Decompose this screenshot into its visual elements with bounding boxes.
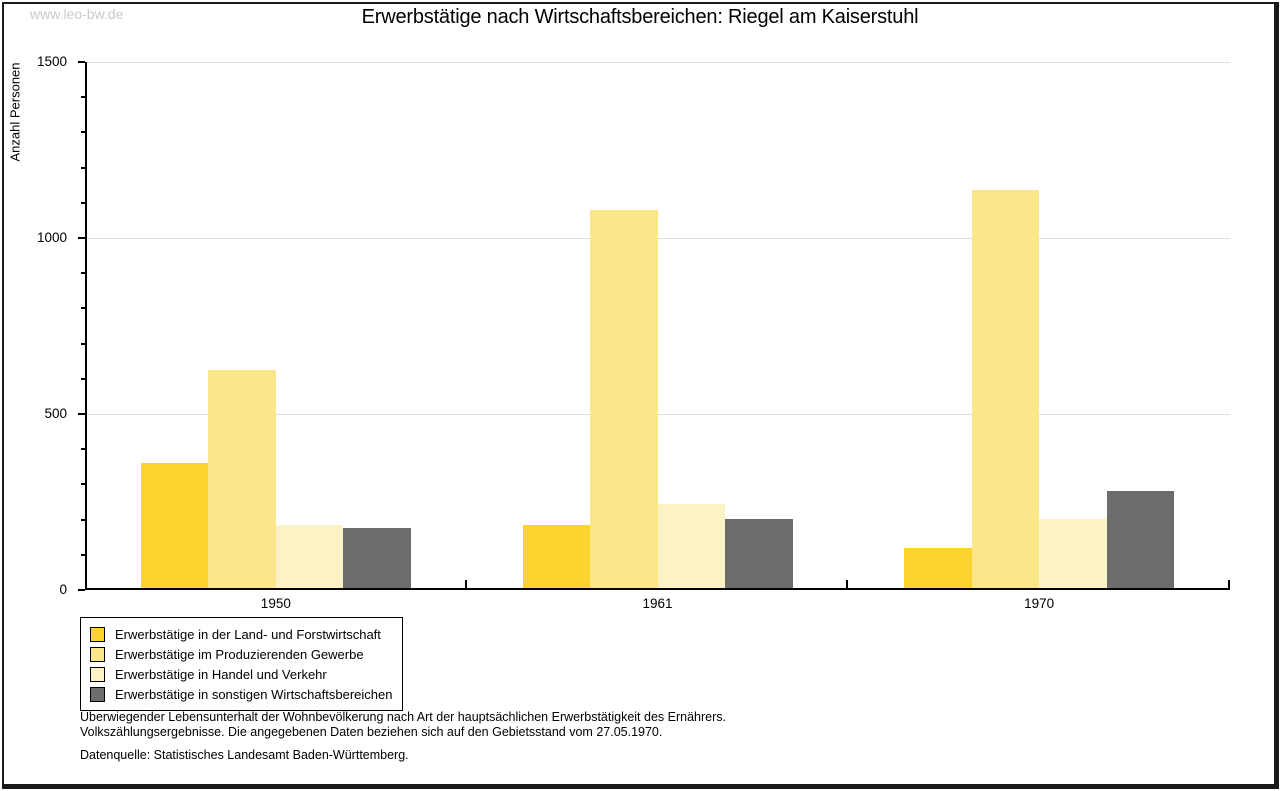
- x-boundary-tick-1: [464, 580, 467, 588]
- legend-swatch-2: [90, 646, 105, 662]
- plot-area: [78, 61, 1230, 591]
- legend-swatch-1: [90, 626, 105, 642]
- bar-1961-series-4: [725, 519, 793, 588]
- legend-item-4: Erwerbstätige in sonstigen Wirtschaftsbe…: [90, 684, 392, 704]
- legend: Erwerbstätige in der Land- und Forstwirt…: [80, 617, 404, 711]
- y-minor-tick-1200: [81, 166, 85, 169]
- x-category-label-1961: 1961: [642, 596, 673, 611]
- y-minor-tick-100: [81, 553, 85, 556]
- y-minor-tick-1100: [81, 201, 85, 204]
- y-major-tick-1500: [78, 61, 85, 63]
- legend-item-1: Erwerbstätige in der Land- und Forstwirt…: [90, 624, 392, 644]
- bar-1950-series-1: [140, 463, 209, 588]
- y-minor-tick-900: [81, 272, 85, 275]
- y-minor-tick-800: [81, 307, 85, 310]
- x-boundary-tick-2: [846, 580, 849, 588]
- legend-item-3: Erwerbstätige in Handel und Verkehr: [90, 664, 392, 684]
- legend-item-2: Erwerbstätige im Produzierenden Gewerbe: [90, 644, 392, 664]
- y-tick-label-1000: 1000: [36, 230, 67, 245]
- legend-label-3: Erwerbstätige in Handel und Verkehr: [115, 666, 327, 682]
- footnote-line-1: Überwiegender Lebensunterhalt der Wohnbe…: [80, 710, 726, 724]
- y-major-tick-500: [78, 413, 85, 415]
- y-minor-tick-400: [81, 448, 85, 451]
- legend-swatch-4: [90, 686, 105, 702]
- y-minor-tick-600: [81, 377, 85, 380]
- bar-1970-series-4: [1106, 491, 1175, 588]
- bar-1961-series-3: [657, 503, 725, 588]
- footnote-source: Datenquelle: Statistisches Landesamt Bad…: [80, 748, 409, 762]
- x-category-label-1950: 1950: [260, 596, 291, 611]
- y-minor-tick-1400: [81, 96, 85, 99]
- y-minor-tick-1300: [81, 131, 85, 134]
- legend-label-4: Erwerbstätige in sonstigen Wirtschaftsbe…: [115, 686, 393, 702]
- x-boundary-tick-3: [1228, 580, 1230, 588]
- legend-swatch-3: [90, 666, 105, 682]
- y-major-tick-0: [78, 589, 85, 591]
- bar-1970-series-3: [1039, 519, 1107, 588]
- x-axis-line: [85, 588, 1230, 590]
- chart-title: Erwerbstätige nach Wirtschaftsbereichen:…: [361, 6, 919, 28]
- y-tick-labels: 0 500 1000 1500: [0, 55, 76, 597]
- watermark: www.leo-bw.de: [30, 6, 124, 22]
- y-tick-label-1500: 1500: [36, 54, 67, 69]
- gridline-1500: [85, 62, 1230, 63]
- y-axis-line: [85, 62, 87, 590]
- y-major-tick-1000: [78, 237, 85, 239]
- y-minor-tick-700: [81, 342, 85, 345]
- bar-1950-series-2: [208, 369, 276, 588]
- y-tick-label-0: 0: [59, 582, 67, 597]
- bar-1970-series-1: [904, 547, 972, 588]
- y-minor-tick-300: [81, 483, 85, 486]
- gridline-1000: [85, 238, 1230, 239]
- bar-1950-series-4: [343, 528, 411, 588]
- legend-label-2: Erwerbstätige im Produzierenden Gewerbe: [115, 646, 364, 662]
- legend-label-1: Erwerbstätige in der Land- und Forstwirt…: [115, 626, 381, 642]
- gridline-500: [85, 414, 1230, 415]
- y-tick-label-500: 500: [44, 406, 67, 421]
- bar-1961-series-1: [522, 524, 590, 588]
- bar-1950-series-3: [275, 524, 344, 588]
- y-minor-tick-200: [81, 518, 85, 521]
- bar-1961-series-2: [590, 209, 658, 588]
- x-category-label-1970: 1970: [1024, 596, 1055, 611]
- footnote-line-2: Volkszählungsergebnisse. Die angegebenen…: [80, 725, 663, 739]
- bar-1970-series-2: [971, 190, 1040, 588]
